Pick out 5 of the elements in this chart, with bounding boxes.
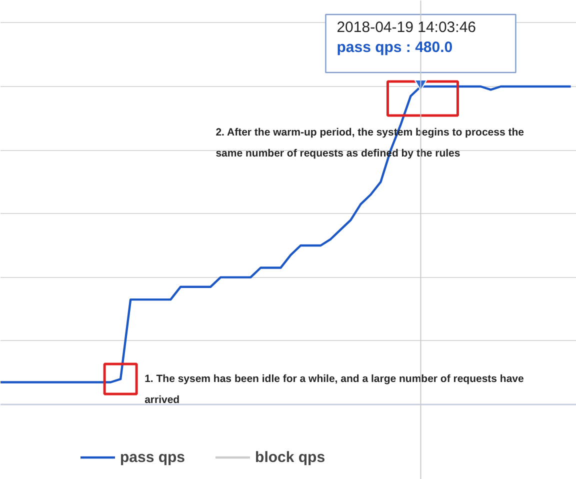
annotation: 1. The sysem has been idle for a while, and a large number of requests have arrived <box>144 373 524 406</box>
legend-label: block qps <box>255 448 326 466</box>
legend-label: pass qps <box>120 448 186 466</box>
text: pass qps : 480.0 <box>336 39 453 56</box>
text: 2018-04-19 14:03:46 <box>336 19 476 36</box>
